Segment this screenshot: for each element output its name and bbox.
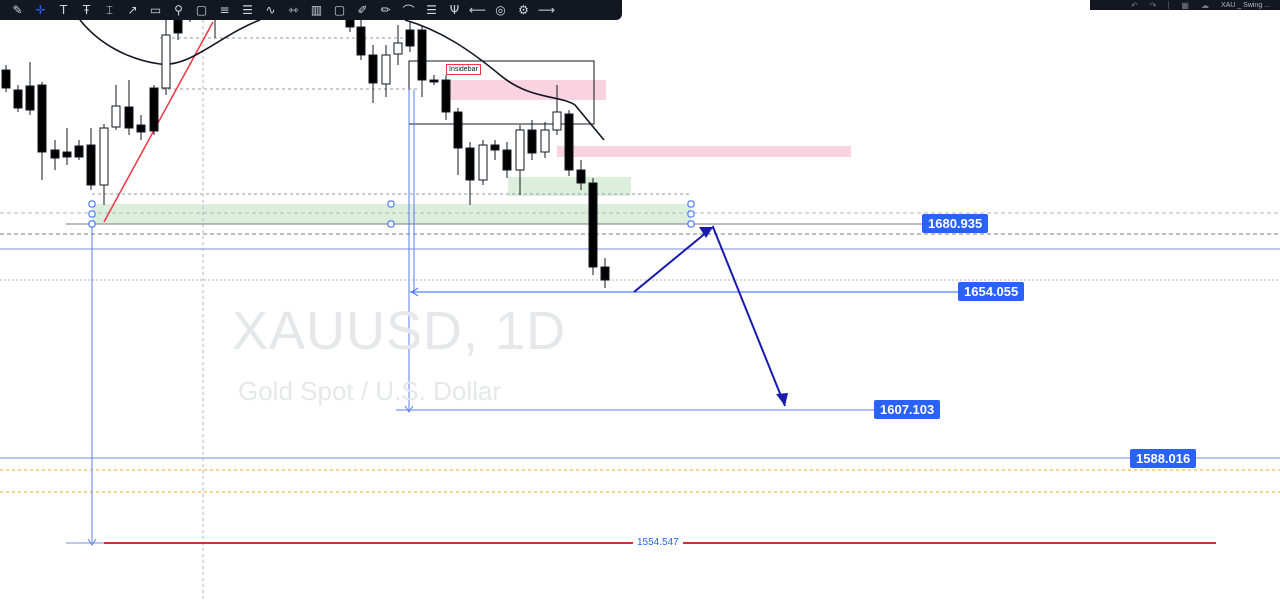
measure-arrow-icon: [411, 287, 419, 297]
demand-zone-small[interactable]: [508, 177, 631, 196]
ruler-text-icon[interactable]: ⌶: [105, 2, 114, 17]
candle-bearish[interactable]: [136, 124, 146, 133]
candle-bearish[interactable]: [490, 144, 500, 151]
candle-bearish[interactable]: [1, 69, 11, 89]
candle-bearish[interactable]: [405, 29, 415, 47]
resize-handle[interactable]: [687, 200, 695, 208]
candle-bearish[interactable]: [124, 106, 134, 129]
pitchfork-icon[interactable]: Ψ: [449, 3, 460, 17]
date-range-icon[interactable]: ▥: [310, 3, 323, 17]
price-label-1654[interactable]: 1654.055: [958, 282, 1025, 301]
arrow-head-up: [699, 227, 713, 238]
measure-arrow-icon: [87, 538, 97, 546]
resize-handle[interactable]: [387, 200, 395, 208]
highlighter-icon[interactable]: ✏: [380, 3, 391, 17]
candle-bearish[interactable]: [149, 87, 159, 132]
candle-bullish[interactable]: [161, 34, 171, 89]
curve-icon[interactable]: ⌒: [402, 3, 415, 18]
measure-arrow-icon: [404, 405, 414, 413]
resize-handle[interactable]: [687, 210, 695, 218]
candle-bullish[interactable]: [111, 105, 121, 128]
pencil-icon[interactable]: ✐: [357, 3, 368, 17]
candle-bearish[interactable]: [429, 79, 439, 83]
demand-zone[interactable]: [92, 204, 691, 224]
chart-header: ↶ ↷ ▦ ☁ XAU _ Swing ...: [1090, 0, 1280, 10]
watermark-description: Gold Spot / U.S. Dollar: [238, 376, 501, 406]
candle-bearish[interactable]: [50, 149, 60, 159]
pin-icon[interactable]: ⚲: [174, 3, 183, 17]
candle-bearish[interactable]: [527, 129, 537, 154]
candle-bearish[interactable]: [576, 169, 586, 184]
resize-handle[interactable]: [687, 220, 695, 228]
supply-zone-lower[interactable]: [557, 146, 851, 157]
drawing-toolbar: ✎ ✛ T Ŧ ⌶ ↗ ▭ ⚲ ▢ ≡ ☰ ∿ ⇿ ▥ ▢ ✐ ✏ ⌒ ☰ Ψ ⟵ ◎ ⚙ ⟶: [0, 0, 622, 20]
candle-bearish[interactable]: [564, 113, 574, 171]
candle-bearish[interactable]: [25, 85, 35, 111]
more-icon[interactable]: ⟶: [537, 3, 556, 17]
candle-bearish[interactable]: [356, 26, 366, 56]
anchored-text-icon[interactable]: Ŧ: [82, 3, 91, 17]
candle-bullish[interactable]: [381, 54, 391, 85]
candle-bearish[interactable]: [588, 182, 598, 268]
arrow-head-down: [776, 393, 788, 406]
candle-bearish[interactable]: [441, 79, 451, 113]
text-icon[interactable]: T: [59, 3, 68, 17]
fib-icon[interactable]: ≡: [219, 3, 230, 17]
insidebar-label[interactable]: Insidebar: [446, 64, 481, 75]
candle-bullish[interactable]: [540, 129, 550, 153]
callout-icon[interactable]: ▭: [149, 3, 162, 17]
settings-icon[interactable]: ⚙: [518, 3, 529, 17]
rectangle-icon[interactable]: ▢: [333, 3, 346, 17]
arrow-icon[interactable]: ↗: [127, 3, 138, 17]
brush-icon[interactable]: ✎: [12, 3, 23, 17]
candle-bearish[interactable]: [417, 29, 427, 81]
target-icon[interactable]: ◎: [495, 3, 506, 17]
candle-bearish[interactable]: [173, 19, 183, 34]
candle-bullish[interactable]: [552, 111, 562, 131]
layout-title[interactable]: XAU _ Swing ...: [1220, 1, 1270, 9]
resize-handle[interactable]: [387, 220, 395, 228]
candle-bearish[interactable]: [86, 144, 96, 186]
candle-bearish[interactable]: [74, 145, 84, 158]
crosshair-icon[interactable]: ✛: [35, 3, 46, 17]
candle-bearish[interactable]: [62, 151, 72, 158]
layout-icon[interactable]: ▦: [1181, 0, 1189, 10]
price-label-1588[interactable]: 1588.016: [1130, 449, 1197, 468]
candle-bullish[interactable]: [515, 129, 525, 171]
candle-bearish[interactable]: [368, 54, 378, 84]
range-icon[interactable]: ⇿: [288, 3, 299, 17]
projection-path[interactable]: [633, 225, 786, 407]
candle-bearish[interactable]: [453, 111, 463, 149]
extended-line-icon[interactable]: ⟵: [468, 3, 487, 17]
resize-handle[interactable]: [88, 200, 96, 208]
candle-bullish[interactable]: [478, 144, 488, 181]
candle-bearish[interactable]: [345, 19, 355, 28]
candle-bearish[interactable]: [37, 84, 47, 153]
resize-handle[interactable]: [88, 210, 96, 218]
price-label-1607[interactable]: 1607.103: [874, 400, 941, 419]
price-label-1554[interactable]: 1554.547: [633, 537, 683, 548]
candle-bullish[interactable]: [99, 127, 109, 186]
lines-icon[interactable]: ☰: [426, 3, 437, 17]
zigzag-icon[interactable]: ∿: [265, 3, 276, 17]
watermark-symbol: XAUUSD, 1D: [232, 301, 567, 361]
candle-bullish[interactable]: [393, 42, 403, 55]
resize-handle[interactable]: [88, 220, 96, 228]
candle-bearish[interactable]: [13, 89, 23, 109]
fib-channel-icon[interactable]: ☰: [242, 3, 253, 17]
moving-average-line[interactable]: [79, 19, 605, 141]
separator: [1168, 1, 1170, 9]
cloud-icon[interactable]: ☁: [1200, 0, 1209, 10]
undo-icon[interactable]: ↶: [1131, 0, 1138, 10]
redo-icon[interactable]: ↷: [1149, 0, 1157, 10]
candle-bearish[interactable]: [502, 149, 512, 171]
comment-icon[interactable]: ▢: [195, 3, 208, 17]
candle-bearish[interactable]: [600, 266, 610, 281]
candle-bearish[interactable]: [465, 147, 475, 181]
price-label-1680[interactable]: 1680.935: [922, 214, 989, 233]
